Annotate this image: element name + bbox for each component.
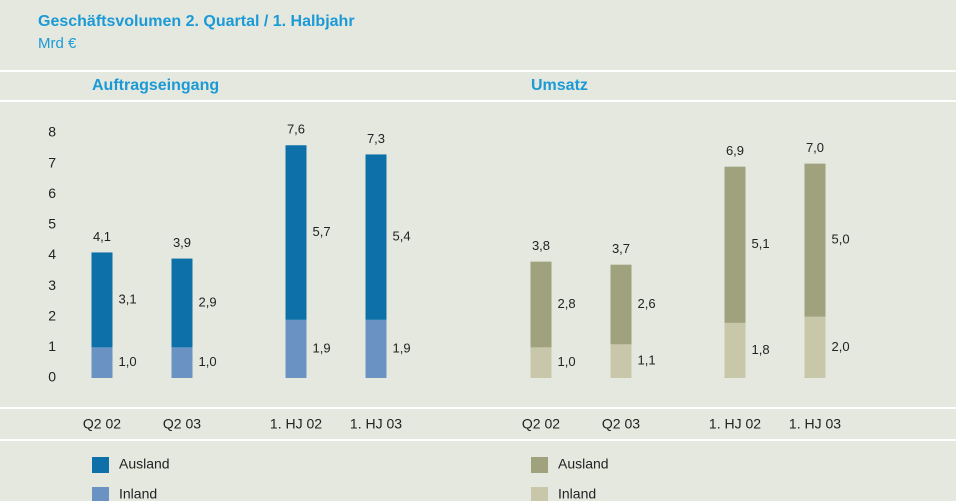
bar-segment [285, 145, 307, 320]
value-label: 1,1 [638, 353, 656, 368]
y-tick-label: 5 [48, 216, 56, 232]
chart-subtitle: Mrd € [38, 35, 77, 52]
total-label: 7,3 [367, 131, 385, 146]
y-tick-label: 1 [48, 338, 56, 354]
value-label: 1,9 [393, 340, 411, 355]
value-label: 2,8 [558, 296, 576, 311]
bar-segment [365, 154, 387, 320]
separator [0, 439, 956, 441]
y-tick-label: 4 [48, 246, 56, 262]
x-tick-label: Q2 03 [163, 416, 201, 432]
value-label: 5,4 [393, 229, 411, 244]
legend-swatch [531, 457, 548, 473]
bar-segment [610, 344, 632, 378]
total-label: 7,0 [806, 140, 824, 155]
legend-label: Ausland [558, 456, 609, 472]
x-tick-label: 1. HJ 03 [789, 416, 841, 432]
value-label: 5,0 [832, 232, 850, 247]
panel-title: Auftragseingang [92, 77, 219, 94]
y-tick-label: 0 [48, 369, 56, 385]
separator [0, 407, 956, 409]
x-tick-label: Q2 03 [602, 416, 640, 432]
value-label: 1,8 [752, 342, 770, 357]
panel-title: Umsatz [531, 77, 588, 94]
legend-swatch [92, 457, 109, 473]
bar-segment [91, 252, 113, 348]
y-tick-label: 6 [48, 185, 56, 201]
bar-segment [285, 319, 307, 378]
x-tick-label: Q2 02 [522, 416, 560, 432]
bar-segment [804, 316, 826, 378]
x-tick-label: Q2 02 [83, 416, 121, 432]
total-label: 3,9 [173, 235, 191, 250]
total-label: 6,9 [726, 143, 744, 158]
value-label: 1,0 [199, 354, 217, 369]
value-label: 3,1 [119, 291, 137, 306]
value-label: 2,6 [638, 296, 656, 311]
separator [0, 70, 956, 72]
bar-segment [724, 166, 746, 323]
value-label: 5,7 [313, 224, 331, 239]
legend-label: Ausland [119, 456, 170, 472]
y-tick-label: 2 [48, 307, 56, 323]
bar-segment [530, 261, 552, 348]
x-tick-label: 1. HJ 02 [709, 416, 761, 432]
x-tick-label: 1. HJ 02 [270, 416, 322, 432]
total-label: 3,7 [612, 241, 630, 256]
value-label: 5,1 [752, 236, 770, 251]
value-label: 1,0 [119, 354, 137, 369]
legend-swatch [531, 487, 548, 501]
bar-segment [804, 163, 826, 317]
x-tick-label: 1. HJ 03 [350, 416, 402, 432]
bar-segment [91, 347, 113, 378]
value-label: 1,9 [313, 340, 331, 355]
value-label: 2,9 [199, 294, 217, 309]
legend-label: Inland [558, 486, 596, 501]
value-label: 2,0 [832, 339, 850, 354]
legend-label: Inland [119, 486, 157, 501]
chart-title: Geschäftsvolumen 2. Quartal / 1. Halbjah… [38, 13, 355, 30]
separator [0, 100, 956, 102]
bar-segment [171, 258, 193, 348]
y-tick-label: 7 [48, 154, 56, 170]
y-tick-label: 8 [48, 124, 56, 140]
bar-segment [724, 322, 746, 378]
total-label: 4,1 [93, 229, 111, 244]
bar-segment [365, 319, 387, 378]
y-tick-label: 3 [48, 277, 56, 293]
total-label: 3,8 [532, 238, 550, 253]
bar-segment [610, 264, 632, 345]
legend-swatch [92, 487, 109, 501]
bar-segment [530, 347, 552, 378]
bar-segment [171, 347, 193, 378]
value-label: 1,0 [558, 354, 576, 369]
total-label: 7,6 [287, 122, 305, 137]
